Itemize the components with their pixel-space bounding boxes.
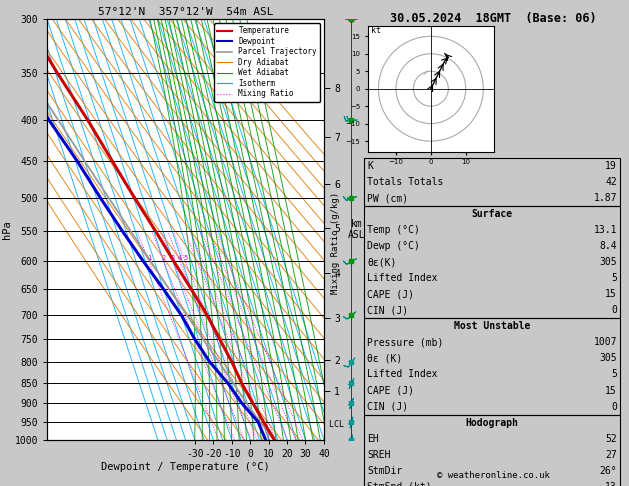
Text: Totals Totals: Totals Totals xyxy=(367,177,443,187)
Text: 15: 15 xyxy=(605,385,617,396)
Text: θε (K): θε (K) xyxy=(367,353,403,364)
Text: 5: 5 xyxy=(611,369,617,380)
Text: EH: EH xyxy=(367,434,379,444)
Text: 15: 15 xyxy=(605,289,617,299)
Text: 1: 1 xyxy=(147,256,151,261)
Text: PW (cm): PW (cm) xyxy=(367,193,408,203)
Text: StmSpd (kt): StmSpd (kt) xyxy=(367,482,432,486)
Text: 27: 27 xyxy=(605,450,617,460)
Text: Pressure (mb): Pressure (mb) xyxy=(367,337,443,347)
Text: 42: 42 xyxy=(605,177,617,187)
Text: 4: 4 xyxy=(178,256,182,261)
Text: LCL: LCL xyxy=(324,420,344,429)
Text: 52: 52 xyxy=(605,434,617,444)
X-axis label: Dewpoint / Temperature (°C): Dewpoint / Temperature (°C) xyxy=(101,462,270,471)
Text: 5: 5 xyxy=(183,256,187,261)
Text: Lifted Index: Lifted Index xyxy=(367,273,438,283)
Title: 57°12'N  357°12'W  54m ASL: 57°12'N 357°12'W 54m ASL xyxy=(97,7,274,17)
Text: CIN (J): CIN (J) xyxy=(367,305,408,315)
Text: Lifted Index: Lifted Index xyxy=(367,369,438,380)
Text: CIN (J): CIN (J) xyxy=(367,401,408,412)
Text: CAPE (J): CAPE (J) xyxy=(367,289,415,299)
Text: 13: 13 xyxy=(605,482,617,486)
Text: 305: 305 xyxy=(599,257,617,267)
Text: 19: 19 xyxy=(605,161,617,171)
Text: 2: 2 xyxy=(162,256,166,261)
Text: 1007: 1007 xyxy=(594,337,617,347)
Text: kt: kt xyxy=(372,26,381,35)
Text: θε(K): θε(K) xyxy=(367,257,397,267)
Text: Temp (°C): Temp (°C) xyxy=(367,225,420,235)
Text: 13.1: 13.1 xyxy=(594,225,617,235)
Text: 1.87: 1.87 xyxy=(594,193,617,203)
Text: 30.05.2024  18GMT  (Base: 06): 30.05.2024 18GMT (Base: 06) xyxy=(391,12,597,25)
Text: 0: 0 xyxy=(611,305,617,315)
Text: 3: 3 xyxy=(171,256,175,261)
Text: Dewp (°C): Dewp (°C) xyxy=(367,241,420,251)
Text: Hodograph: Hodograph xyxy=(465,417,518,428)
Text: 26°: 26° xyxy=(599,466,617,476)
Text: StmDir: StmDir xyxy=(367,466,403,476)
Text: Surface: Surface xyxy=(471,209,513,219)
Text: 5: 5 xyxy=(611,273,617,283)
Y-axis label: km
ASL: km ASL xyxy=(348,219,365,241)
Text: 305: 305 xyxy=(599,353,617,364)
Legend: Temperature, Dewpoint, Parcel Trajectory, Dry Adiabat, Wet Adiabat, Isotherm, Mi: Temperature, Dewpoint, Parcel Trajectory… xyxy=(214,23,320,102)
Text: 0: 0 xyxy=(611,401,617,412)
Text: Most Unstable: Most Unstable xyxy=(454,321,530,331)
Y-axis label: hPa: hPa xyxy=(2,220,12,239)
Text: Mixing Ratio (g/kg): Mixing Ratio (g/kg) xyxy=(331,192,340,294)
Text: © weatheronline.co.uk: © weatheronline.co.uk xyxy=(437,471,550,480)
Text: CAPE (J): CAPE (J) xyxy=(367,385,415,396)
Text: SREH: SREH xyxy=(367,450,391,460)
Text: 8.4: 8.4 xyxy=(599,241,617,251)
Text: K: K xyxy=(367,161,373,171)
